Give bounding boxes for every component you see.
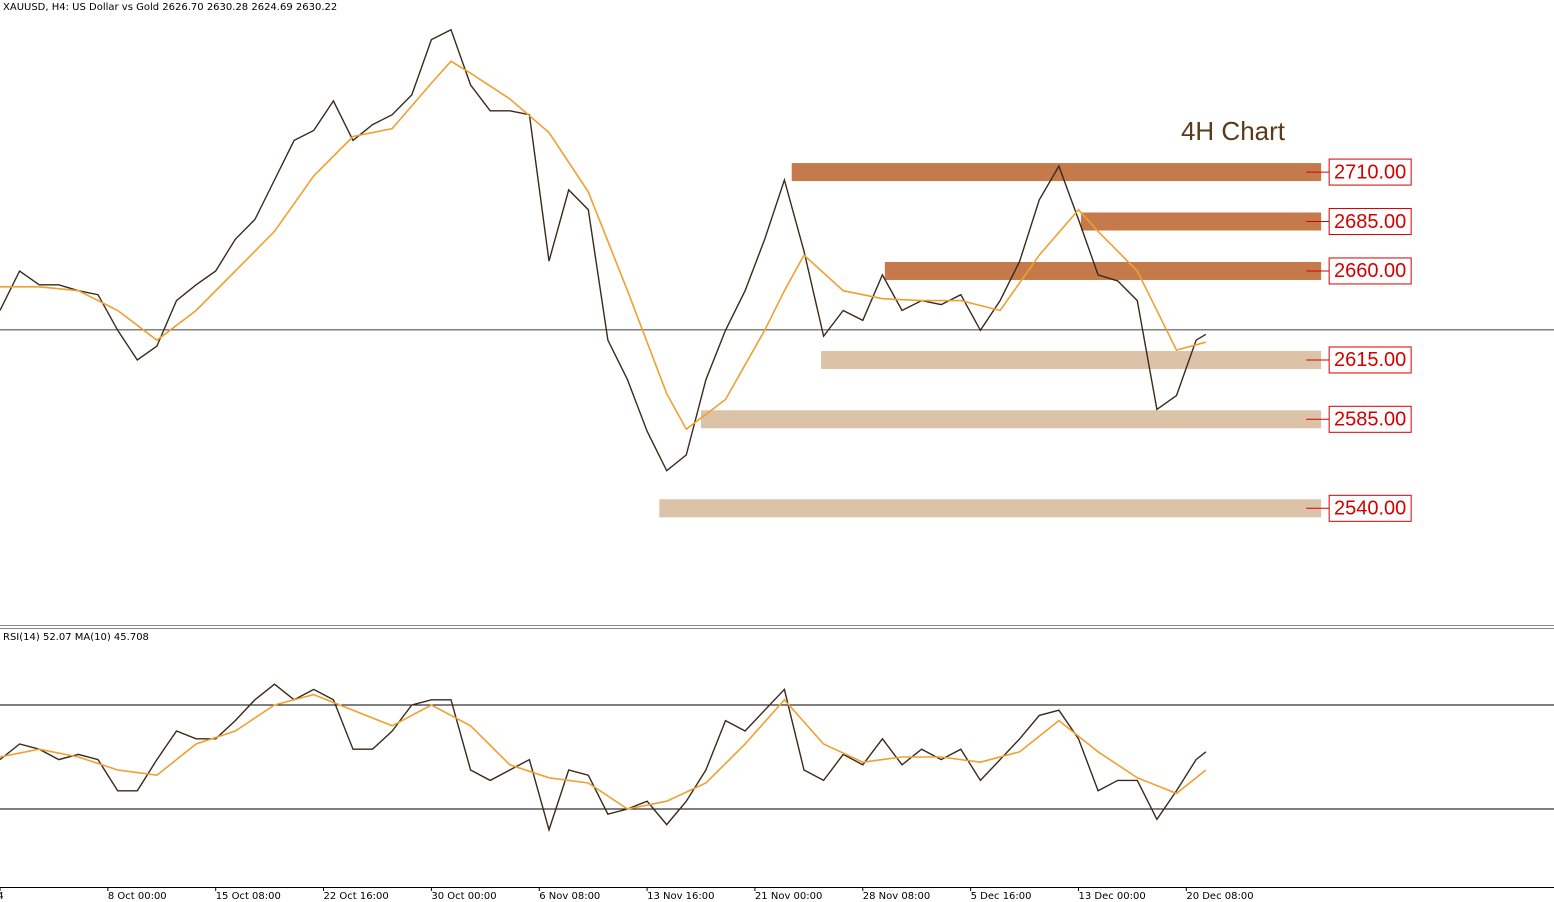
x-tick-label: 28 Nov 08:00 [863,891,930,902]
annotation: 4H Chart [1181,116,1286,146]
x-tick-label: 20 Dec 08:00 [1186,891,1253,902]
level-zone [791,163,1322,182]
x-tick-label: 8 Oct 00:00 [108,891,167,902]
level-zone [884,261,1322,280]
level-label: 2710.00 [1334,161,1406,183]
level-label: 2660.00 [1334,260,1406,282]
x-tick-label: 30 Sep 2024 [0,891,4,902]
level-zone [659,499,1322,518]
level-label-box [1328,158,1412,186]
level-zone [1080,212,1322,231]
level-label: 2540.00 [1334,498,1406,520]
series-line [0,693,1207,810]
level-zone [701,410,1322,429]
level-label: 2685.00 [1334,211,1406,233]
level-zone [821,350,1322,369]
x-tick-label: 13 Dec 00:00 [1078,891,1145,902]
level-label-box [1328,208,1412,236]
level-label-box [1328,257,1412,285]
x-tick-label: 6 Nov 08:00 [539,891,600,902]
level-label-box [1328,494,1412,522]
chart-title: XAUUSD, H4: US Dollar vs Gold 2626.70 26… [3,2,337,13]
series-line [0,683,1207,833]
series-line [0,60,1207,431]
x-tick-label: 13 Nov 16:00 [647,891,714,902]
x-tick-label: 21 Nov 00:00 [755,891,822,902]
x-tick-label: 15 Oct 08:00 [216,891,281,902]
series-line [0,28,1207,472]
x-tick-label: 30 Oct 00:00 [431,891,496,902]
level-label: 2615.00 [1334,349,1406,371]
rsi-title: RSI(14) 52.07 MA(10) 45.708 [3,632,149,643]
level-label-box [1328,405,1412,433]
level-label: 2585.00 [1334,409,1406,431]
x-tick-label: 22 Oct 16:00 [324,891,389,902]
x-tick-label: 5 Dec 16:00 [971,891,1032,902]
level-label-box [1328,346,1412,374]
